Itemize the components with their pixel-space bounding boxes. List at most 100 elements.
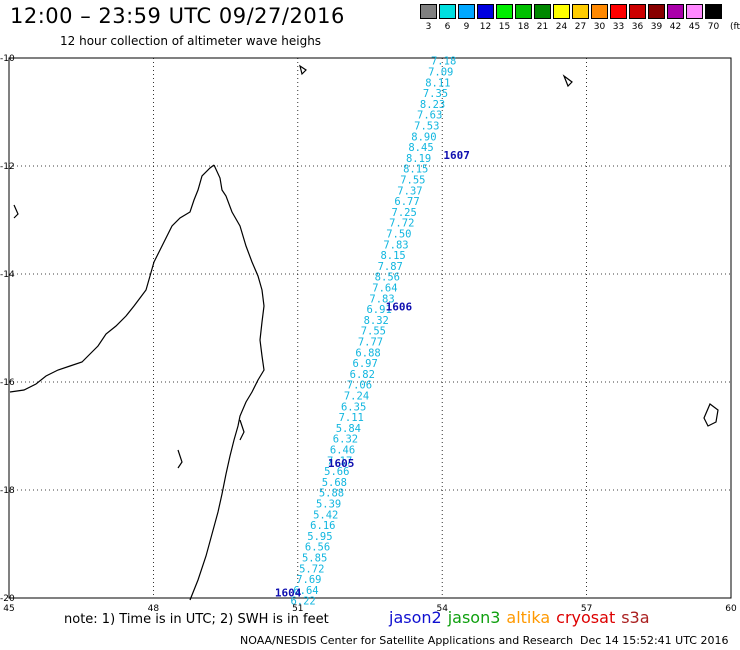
island-northeast xyxy=(562,74,573,88)
wave-height-label: 6.22 xyxy=(290,596,315,608)
color-scale-label: 36 xyxy=(631,22,644,32)
lat-tick-label: -10 xyxy=(0,54,15,64)
color-scale-label: 39 xyxy=(650,22,663,32)
color-scale-label: 24 xyxy=(555,22,568,32)
color-scale-label: 33 xyxy=(612,22,625,32)
page-title: 12:00 – 23:59 UTC 09/27/2016 xyxy=(10,4,345,28)
altimeter-track: 7.187.098.117.358.237.637.538.908.458.19… xyxy=(290,56,456,608)
wave-height-label: 8.11 xyxy=(425,77,450,89)
wave-height-label: 7.69 xyxy=(296,574,321,586)
madagascar-coastline xyxy=(9,164,265,601)
color-scale-label: 15 xyxy=(498,22,511,32)
wave-height-label: 7.63 xyxy=(417,110,442,122)
legend-entry-s3a: s3a xyxy=(621,608,650,627)
color-scale-label: 6 xyxy=(444,22,451,32)
lon-tick-label: 57 xyxy=(581,604,592,614)
wave-height-label: 7.77 xyxy=(358,337,383,349)
wave-height-label: 6.82 xyxy=(350,369,375,381)
lon-tick-label: 60 xyxy=(725,604,737,614)
pass-time-label: 1607 xyxy=(443,149,470,162)
color-swatch xyxy=(686,4,703,19)
wave-height-label: 6.91 xyxy=(366,304,391,316)
lat-tick-label: -18 xyxy=(0,486,15,496)
color-swatch xyxy=(648,4,665,19)
pass-time-label: 1604 xyxy=(275,587,302,600)
color-swatch xyxy=(439,4,456,19)
wave-height-label: 8.90 xyxy=(411,131,436,143)
generation-timestamp: Dec 14 15:52:41 UTC 2016 xyxy=(580,634,729,647)
color-scale-label: 70 xyxy=(707,22,720,32)
color-scale-label: 12 xyxy=(479,22,492,32)
wave-height-label: 6.56 xyxy=(305,542,330,554)
wave-height-label: 5.39 xyxy=(316,499,341,511)
wave-height-label: 8.15 xyxy=(380,250,405,262)
wave-height-label: 8.45 xyxy=(408,142,433,154)
pass-time-label: 1606 xyxy=(386,300,413,313)
wave-height-label: 7.72 xyxy=(389,218,414,230)
color-swatch xyxy=(572,4,589,19)
wave-height-label: 5.85 xyxy=(302,553,327,565)
island-north xyxy=(299,64,307,76)
wave-height-label: 5.84 xyxy=(336,423,361,435)
page-subtitle: 12 hour collection of altimeter wave hei… xyxy=(60,34,322,48)
color-swatch xyxy=(553,4,570,19)
wave-height-label: 5.88 xyxy=(319,488,344,500)
wave-height-label: 6.32 xyxy=(333,434,358,446)
color-scale-label: 45 xyxy=(688,22,701,32)
legend-entry-jason2: jason2 xyxy=(389,608,442,627)
wave-height-label: 6.35 xyxy=(341,401,366,413)
wave-height-label: 6.16 xyxy=(310,520,335,532)
color-swatch xyxy=(610,4,627,19)
color-scale-unit: (ft) xyxy=(730,22,740,32)
wave-height-label: 7.06 xyxy=(347,380,372,392)
lon-tick-label: 48 xyxy=(148,604,160,614)
wave-height-label: 7.37 xyxy=(397,185,422,197)
wave-height-label: 8.19 xyxy=(406,153,431,165)
island-mauritius xyxy=(703,403,719,427)
color-scale-label: 9 xyxy=(463,22,470,32)
color-scale-label: 3 xyxy=(425,22,432,32)
axis-tick-labels: 45 48 51 54 57 60 -10 -12 -14 -16 -18 -20 xyxy=(0,54,737,614)
wave-height-label: 8.15 xyxy=(403,164,428,176)
wave-height-label: 7.64 xyxy=(372,283,397,295)
note-text: note: 1) Time is in UTC; 2) SWH is in fe… xyxy=(64,612,329,627)
color-swatch xyxy=(534,4,551,19)
legend-entry-cryosat: cryosat xyxy=(556,608,616,627)
wave-height-label: 7.18 xyxy=(431,56,456,68)
color-swatch xyxy=(458,4,475,19)
lon-tick-label: 51 xyxy=(292,604,303,614)
lat-tick-label: -16 xyxy=(0,378,15,388)
color-scale-label: 30 xyxy=(593,22,606,32)
color-swatch xyxy=(477,4,494,19)
lat-tick-label: -12 xyxy=(0,162,15,172)
pass-time-labels: 1607 1606 1605 1604 xyxy=(275,149,470,599)
wave-height-label: 5.68 xyxy=(322,477,347,489)
wave-height-label: 7.83 xyxy=(383,239,408,251)
wave-height-label: 5.95 xyxy=(307,531,332,543)
wave-height-label: 8.56 xyxy=(375,272,400,284)
wave-height-label: 8.32 xyxy=(364,315,389,327)
wave-height-label: 7.25 xyxy=(392,207,417,219)
color-scale-label: 27 xyxy=(574,22,587,32)
wave-height-label: 7.83 xyxy=(369,293,394,305)
wave-height-label: 7.55 xyxy=(400,175,425,187)
legend-entry-jason3: jason3 xyxy=(447,608,501,627)
wave-height-label: 6.97 xyxy=(353,358,378,370)
west-coast-islets xyxy=(13,204,245,469)
coastline xyxy=(9,64,719,601)
lon-tick-label: 45 xyxy=(3,604,14,614)
color-swatch xyxy=(591,4,608,19)
lon-tick-label: 54 xyxy=(436,604,448,614)
wave-height-label: 7.50 xyxy=(386,229,411,241)
wave-height-label: 6.88 xyxy=(355,347,380,359)
wave-height-label: 6.46 xyxy=(330,445,355,457)
color-scale-label: 21 xyxy=(536,22,549,32)
color-swatch xyxy=(496,4,513,19)
wave-height-label: 6.64 xyxy=(293,585,318,597)
color-swatch xyxy=(629,4,646,19)
wave-height-label: 7.11 xyxy=(339,412,364,424)
color-swatch xyxy=(420,4,437,19)
wave-height-label: 8.23 xyxy=(420,99,445,111)
wave-height-label: 7.55 xyxy=(361,326,386,338)
